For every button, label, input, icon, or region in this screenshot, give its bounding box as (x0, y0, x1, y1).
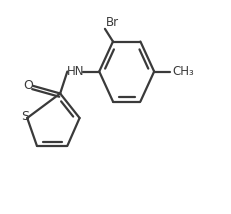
Text: CH₃: CH₃ (172, 65, 194, 78)
Text: O: O (23, 79, 33, 92)
Text: HN: HN (67, 65, 84, 78)
Text: S: S (21, 110, 29, 123)
Text: Br: Br (106, 16, 119, 29)
